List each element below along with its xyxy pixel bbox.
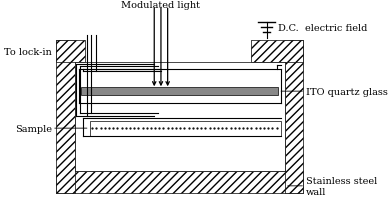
Bar <box>285 41 303 193</box>
Bar <box>56 171 303 193</box>
Bar <box>56 41 74 193</box>
Bar <box>90 121 281 136</box>
Text: Modulated light: Modulated light <box>122 1 200 10</box>
Bar <box>56 41 85 62</box>
Text: Sample: Sample <box>15 124 52 133</box>
Bar <box>74 62 285 171</box>
Text: Stainless steel
wall: Stainless steel wall <box>306 176 377 196</box>
Text: D.C.  electric field: D.C. electric field <box>278 23 368 32</box>
Text: To lock-in: To lock-in <box>4 48 52 57</box>
Text: ITO quartz glass: ITO quartz glass <box>306 87 388 96</box>
Bar <box>252 41 303 62</box>
Bar <box>81 88 278 96</box>
